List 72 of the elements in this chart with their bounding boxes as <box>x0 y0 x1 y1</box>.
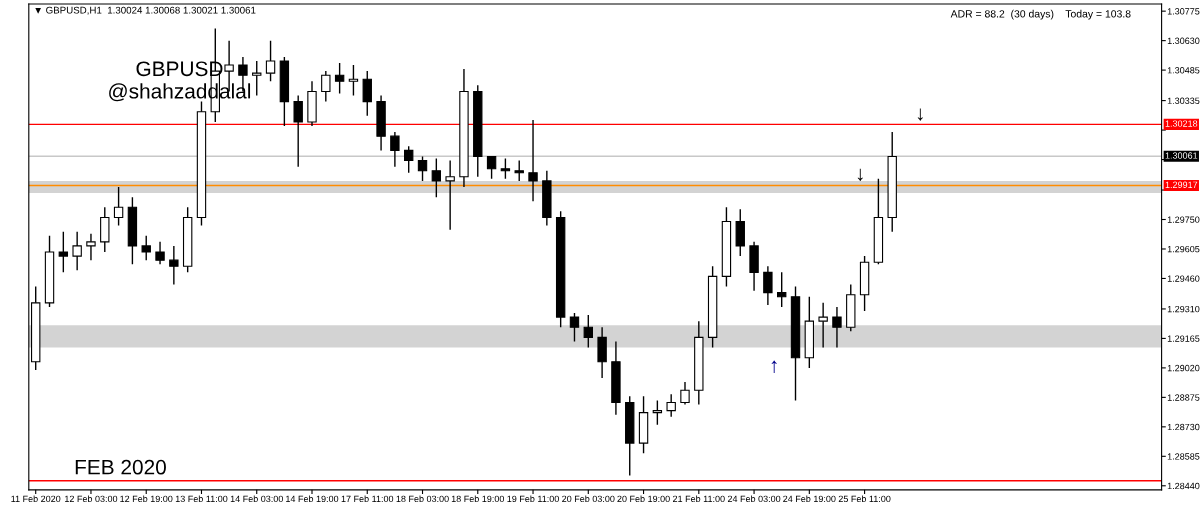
y-tick-label: 1.28730 <box>1167 423 1200 431</box>
x-tick-label: 14 Feb 19:00 <box>286 495 339 503</box>
candlestick <box>141 235 151 261</box>
y-tick-label: 1.28440 <box>1167 482 1200 490</box>
annotation: ↓ <box>857 168 863 182</box>
ref-line-label: 1.29917 <box>1165 181 1198 188</box>
candlestick <box>404 145 414 174</box>
candlestick <box>818 302 828 349</box>
candlestick <box>514 159 524 182</box>
candlestick <box>583 314 593 349</box>
candlestick <box>72 231 82 272</box>
annotation: ADR = 88.2 (30 days) <box>950 9 1054 20</box>
y-tick-label: 1.28585 <box>1167 453 1200 460</box>
y-tick-label: 1.29605 <box>1167 245 1200 253</box>
x-tick-label: 24 Feb 03:00 <box>727 495 781 503</box>
candlestick <box>334 62 345 95</box>
candlestick <box>486 155 497 180</box>
ref-line-label: 1.30061 <box>1165 152 1198 159</box>
annotation: ↑ <box>771 360 777 373</box>
candlestick <box>265 39 276 82</box>
x-tick-label: 11 Feb 2020 <box>11 495 61 503</box>
x-tick-label: 18 Feb 19:00 <box>451 495 505 503</box>
x-tick-label: 12 Feb 19:00 <box>120 495 173 503</box>
y-tick-label: 1.30485 <box>1167 67 1200 74</box>
candlestick <box>417 155 428 182</box>
ref-line-label: 1.30218 <box>1165 120 1198 127</box>
candlestick <box>362 70 372 117</box>
candlestick <box>763 265 773 306</box>
candlestick <box>652 399 663 426</box>
y-tick-label: 1.30775 <box>1167 8 1200 15</box>
annotation: ↓ <box>917 108 923 121</box>
x-tick-label: 12 Feb 03:00 <box>65 495 118 503</box>
annotation: Today = 103.8 <box>1065 9 1131 20</box>
candlestick <box>293 94 303 168</box>
chart-title: ▼ GBPUSD,H1 1.30024 1.30068 1.30021 1.30061 <box>35 6 256 15</box>
y-tick-label: 1.30335 <box>1167 97 1200 104</box>
candlestick <box>832 306 842 349</box>
candlestick <box>113 186 124 227</box>
y-tick-label: 1.29165 <box>1167 335 1200 342</box>
x-tick-label: 24 Feb 19:00 <box>783 495 836 503</box>
y-tick-label: 1.29750 <box>1167 216 1200 223</box>
x-tick-label: 18 Feb 03:00 <box>396 495 449 503</box>
annotation: FEB 2020 <box>75 459 166 475</box>
x-tick-label: 14 Feb 03:00 <box>230 495 283 503</box>
y-tick-label: 1.28875 <box>1167 394 1200 401</box>
y-tick-label: 1.30630 <box>1167 37 1200 44</box>
x-tick-label: 13 Feb 11:00 <box>175 495 228 503</box>
candlestick <box>321 70 331 103</box>
candlestick <box>500 157 511 180</box>
candlestick <box>169 245 179 286</box>
y-tick-label: 1.29460 <box>1167 275 1200 282</box>
candlestick <box>666 393 676 418</box>
candlestick <box>252 60 262 97</box>
candlestick <box>348 64 359 97</box>
x-tick-label: 17 Feb 11:00 <box>341 495 394 503</box>
candlestick <box>445 159 455 231</box>
y-tick-label: 1.29310 <box>1167 305 1200 313</box>
x-tick-label: 25 Feb 11:00 <box>838 495 891 503</box>
x-tick-label: 19 Feb 11:00 <box>507 495 559 503</box>
candlestick <box>776 271 787 308</box>
x-tick-label: 21 Feb 11:00 <box>673 495 725 503</box>
candlestick <box>390 131 400 168</box>
candlestick <box>569 312 580 343</box>
x-tick-label: 20 Feb 03:00 <box>562 495 615 503</box>
candlestick <box>528 119 538 202</box>
candlestick <box>431 157 442 198</box>
candlestick <box>680 381 690 406</box>
y-tick-label: 1.29020 <box>1167 364 1200 372</box>
x-tick-label: 20 Feb 19:00 <box>617 495 670 503</box>
candlestick <box>155 241 165 265</box>
candlestick <box>58 231 69 274</box>
candlestick <box>86 233 96 261</box>
